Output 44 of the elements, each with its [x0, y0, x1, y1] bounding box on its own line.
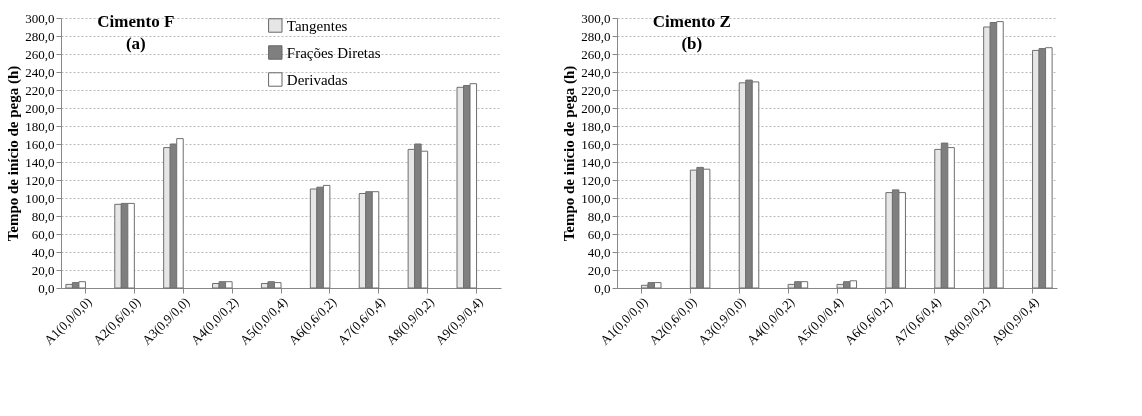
y-tick-label: 300,0 — [581, 10, 611, 26]
y-tick-label: 180,0 — [581, 118, 611, 134]
y-tick-label: 180,0 — [25, 118, 55, 134]
y-tick-label: 80,0 — [587, 208, 611, 224]
y-tick-label: 20,0 — [31, 262, 55, 278]
y-tick-label: 80,0 — [31, 208, 55, 224]
y-tick-label: 200,0 — [25, 100, 55, 116]
y-tick-label: 280,0 — [581, 28, 611, 44]
y-tick-label: 140,0 — [25, 154, 55, 170]
y-tick-label: 160,0 — [581, 136, 611, 152]
y-tick-label: 260,0 — [25, 46, 55, 62]
y-tick-label: 60,0 — [587, 226, 611, 242]
y-tick-label: 280,0 — [25, 28, 55, 44]
y-tick-label: 40,0 — [31, 244, 55, 260]
text: (a) — [125, 34, 146, 53]
y-tick-label: 260,0 — [581, 46, 611, 62]
y-tick-label: 120,0 — [25, 172, 55, 188]
y-tick-label: 0,0 — [594, 280, 611, 296]
y-tick-label: 60,0 — [31, 226, 55, 242]
y-axis-title: Tempo de início de pega (h) — [561, 65, 579, 242]
y-tick-label: 220,0 — [581, 82, 611, 98]
text: (b) — [681, 34, 703, 53]
y-tick-label: 40,0 — [587, 244, 611, 260]
y-tick-label: 300,0 — [25, 10, 55, 26]
legend-label: Derivadas — [286, 71, 348, 88]
bar — [456, 86, 465, 289]
y-tick-label: 100,0 — [25, 190, 55, 206]
y-tick-label: 240,0 — [25, 64, 55, 80]
chart-title: Cimento F — [97, 12, 175, 31]
y-axis-title: Tempo de início de pega (h) — [5, 65, 23, 242]
bar — [836, 283, 845, 289]
y-tick-label: 100,0 — [581, 190, 611, 206]
y-tick-label: 240,0 — [581, 64, 611, 80]
y-tick-label: 120,0 — [581, 172, 611, 188]
legend-label: Frações Diretas — [286, 44, 381, 61]
y-tick-label: 20,0 — [587, 262, 611, 278]
chart-title: Cimento Z — [652, 12, 731, 31]
y-tick-label: 0,0 — [38, 280, 55, 296]
y-tick-label: 200,0 — [581, 100, 611, 116]
y-tick-label: 140,0 — [581, 154, 611, 170]
legend-label: Tangentes — [286, 17, 348, 34]
y-tick-label: 220,0 — [25, 82, 55, 98]
y-tick-label: 160,0 — [25, 136, 55, 152]
bar — [787, 283, 796, 289]
